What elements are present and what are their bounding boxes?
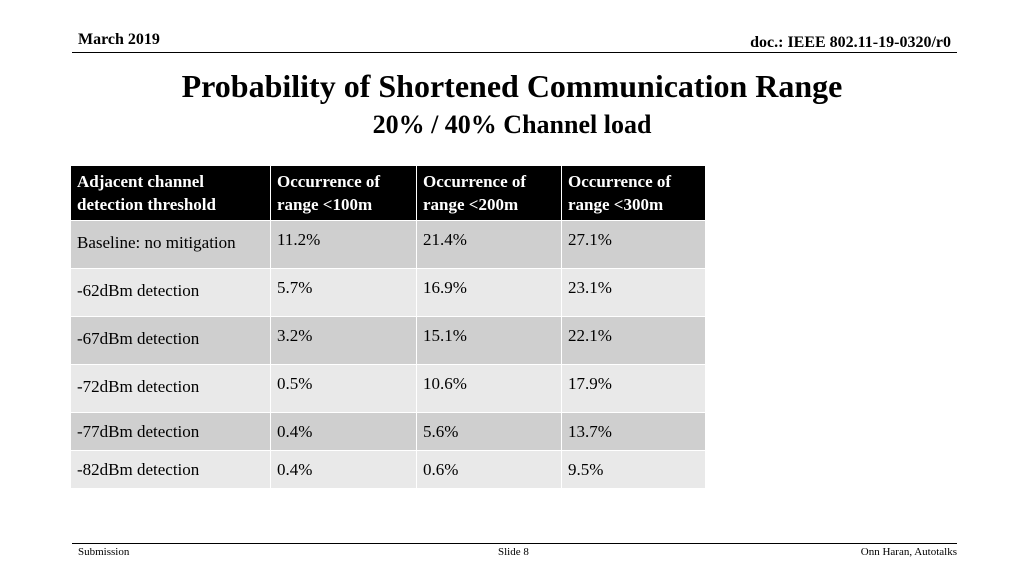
results-table: Adjacent channel detection threshold Occ… — [70, 165, 706, 489]
table-cell: 13.7% — [561, 412, 706, 451]
table-row: -67dBm detection 3.2% 15.1% 22.1% — [70, 316, 706, 365]
header-doc-id: doc.: IEEE 802.11-19-0320/r0 — [750, 34, 951, 51]
table-row: -77dBm detection 0.4% 5.6% 13.7% — [70, 412, 706, 451]
footer-divider — [72, 543, 957, 544]
header-date: March 2019 — [78, 31, 160, 48]
table-cell: 23.1% — [561, 268, 706, 317]
table-header-row: Adjacent channel detection threshold Occ… — [70, 165, 706, 221]
table-cell: 10.6% — [416, 364, 562, 413]
table-cell: 0.4% — [270, 450, 417, 489]
table-cell: 17.9% — [561, 364, 706, 413]
row-label: -72dBm detection — [70, 364, 271, 413]
footer-submission: Submission — [78, 546, 130, 558]
table-row: -62dBm detection 5.7% 16.9% 23.1% — [70, 268, 706, 317]
table-row: -82dBm detection 0.4% 0.6% 9.5% — [70, 450, 706, 489]
table-cell: 22.1% — [561, 316, 706, 365]
table-cell: 3.2% — [270, 316, 417, 365]
column-header: Occurrence of range <100m — [270, 165, 417, 221]
slide-subtitle: 20% / 40% Channel load — [372, 110, 652, 139]
table-row: Baseline: no mitigation 11.2% 21.4% 27.1… — [70, 220, 706, 269]
table-cell: 21.4% — [416, 220, 562, 269]
table-cell: 5.7% — [270, 268, 417, 317]
table-cell: 16.9% — [416, 268, 562, 317]
column-header: Adjacent channel detection threshold — [70, 165, 271, 221]
table-cell: 27.1% — [561, 220, 706, 269]
row-label: -67dBm detection — [70, 316, 271, 365]
row-label: -62dBm detection — [70, 268, 271, 317]
column-header: Occurrence of range <200m — [416, 165, 562, 221]
table-cell: 0.6% — [416, 450, 562, 489]
row-label: -82dBm detection — [70, 450, 271, 489]
table-cell: 9.5% — [561, 450, 706, 489]
table-cell: 5.6% — [416, 412, 562, 451]
row-label: -77dBm detection — [70, 412, 271, 451]
row-label: Baseline: no mitigation — [70, 220, 271, 269]
header-divider — [72, 52, 957, 53]
slide-title: Probability of Shortened Communication R… — [181, 68, 843, 104]
table-cell: 0.4% — [270, 412, 417, 451]
table-row: -72dBm detection 0.5% 10.6% 17.9% — [70, 364, 706, 413]
footer-slide-number: Slide 8 — [498, 546, 529, 558]
column-header: Occurrence of range <300m — [561, 165, 706, 221]
table-cell: 0.5% — [270, 364, 417, 413]
footer-author: Onn Haran, Autotalks — [860, 546, 957, 558]
table-cell: 11.2% — [270, 220, 417, 269]
table-cell: 15.1% — [416, 316, 562, 365]
